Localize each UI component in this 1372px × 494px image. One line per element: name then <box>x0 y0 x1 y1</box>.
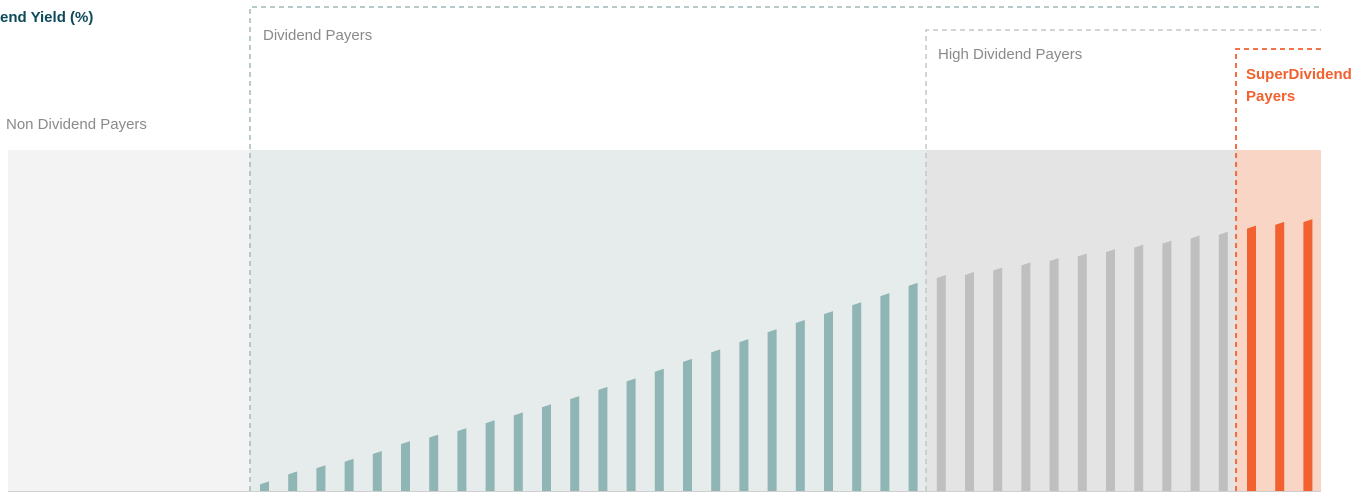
bar-8 <box>457 428 467 491</box>
bar-38 <box>1303 219 1313 491</box>
bar-30 <box>1077 253 1087 491</box>
bar-26 <box>965 271 974 491</box>
bar-36 <box>1247 225 1256 492</box>
bar-32 <box>1134 244 1144 491</box>
bar-14 <box>626 378 636 491</box>
super-dividend-payers-frame <box>1235 48 1321 491</box>
bar-33 <box>1162 240 1172 491</box>
bar-20 <box>795 320 805 491</box>
bar-3 <box>316 465 326 491</box>
bar-23 <box>880 293 890 491</box>
zone-label-super-dividend-line1: SuperDividend <box>1246 66 1352 83</box>
bar-19 <box>767 329 777 491</box>
bar-34 <box>1190 235 1200 491</box>
bar-13 <box>598 386 608 491</box>
bar-9 <box>485 420 495 491</box>
bar-11 <box>542 404 551 491</box>
zone-label-high-dividend: High Dividend Payers <box>938 46 1082 63</box>
zone-label-dividend: Dividend Payers <box>263 27 372 44</box>
dividend-payers-frame <box>249 6 1321 491</box>
bar-10 <box>513 412 523 491</box>
bar-22 <box>852 302 862 491</box>
bar-2 <box>288 471 298 491</box>
zone-label-super-dividend-line2: Payers <box>1246 88 1295 105</box>
high-dividend-payers-frame <box>925 29 1321 491</box>
bar-4 <box>344 458 354 491</box>
bar-24 <box>908 282 918 491</box>
bar-35 <box>1218 231 1228 492</box>
bar-29 <box>1049 257 1059 491</box>
bar-6 <box>401 441 410 491</box>
bar-16 <box>683 358 692 491</box>
bar-1 <box>260 481 269 491</box>
bar-21 <box>824 311 833 491</box>
zone-bg-non-dividend <box>8 150 250 491</box>
bar-25 <box>936 275 946 491</box>
bar-7 <box>429 434 439 491</box>
bar-37 <box>1275 221 1285 491</box>
chart-title: end Yield (%) <box>0 9 93 26</box>
zone-bg-dividend <box>250 150 926 491</box>
bar-31 <box>1106 249 1115 491</box>
bar-5 <box>372 450 382 491</box>
bar-12 <box>570 396 580 491</box>
bar-28 <box>1021 262 1031 491</box>
bar-18 <box>739 339 749 491</box>
bar-17 <box>711 349 721 491</box>
zone-label-non-dividend: Non Dividend Payers <box>6 116 147 133</box>
bar-15 <box>654 368 664 491</box>
bar-27 <box>993 267 1003 491</box>
